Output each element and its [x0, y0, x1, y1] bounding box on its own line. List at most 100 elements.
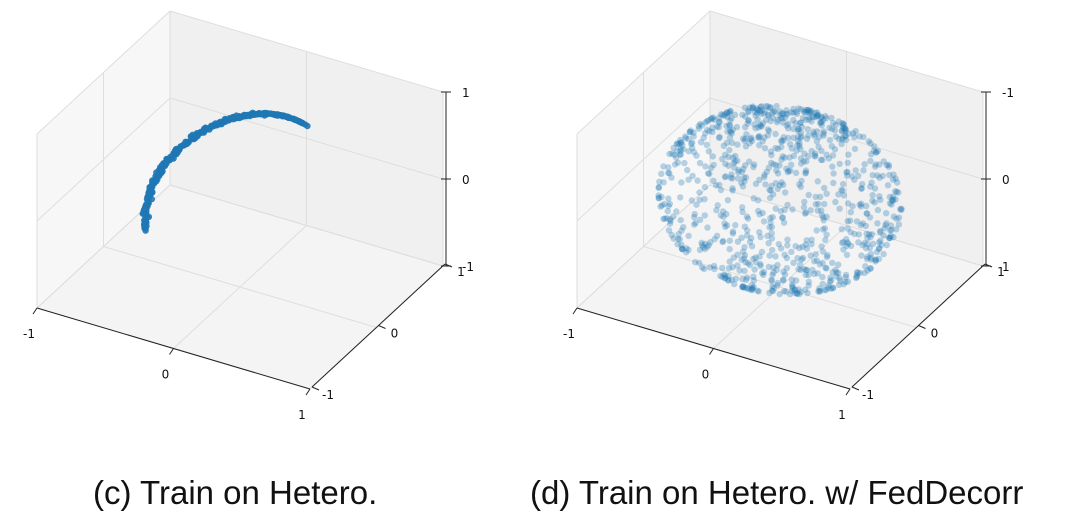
data-point	[768, 235, 776, 242]
data-point	[885, 161, 892, 169]
data-point	[888, 226, 895, 233]
data-point	[750, 163, 757, 171]
data-point	[789, 284, 796, 291]
data-point	[719, 112, 726, 119]
data-point	[789, 206, 796, 213]
data-point	[886, 193, 894, 201]
data-point	[811, 132, 818, 140]
data-point	[835, 135, 843, 143]
data-point	[875, 239, 883, 246]
data-point	[794, 142, 801, 149]
data-point	[838, 186, 845, 194]
data-point	[783, 165, 790, 172]
data-point	[877, 237, 884, 244]
data-point	[733, 123, 741, 131]
data-point	[892, 196, 899, 203]
data-point	[721, 112, 729, 119]
data-point	[713, 123, 721, 130]
data-point	[879, 172, 886, 180]
data-point	[895, 214, 903, 221]
data-point	[802, 169, 809, 176]
data-point	[705, 148, 712, 155]
data-point	[707, 115, 715, 123]
data-point	[843, 169, 850, 176]
data-point	[893, 215, 900, 222]
data-point	[767, 219, 774, 226]
data-point	[725, 277, 732, 284]
data-point	[840, 180, 847, 188]
data-point	[794, 137, 802, 144]
data-point	[766, 194, 774, 202]
data-point	[845, 240, 852, 247]
data-point	[719, 237, 727, 245]
x-tick-label: -1	[563, 327, 575, 341]
data-point	[778, 114, 785, 122]
data-point	[750, 195, 757, 202]
data-point	[845, 130, 852, 137]
data-point	[655, 195, 663, 202]
data-point	[734, 251, 741, 258]
data-point	[885, 163, 892, 170]
data-point	[693, 201, 700, 208]
data-point	[755, 288, 762, 295]
data-point	[890, 196, 897, 203]
data-point	[818, 243, 825, 250]
data-point	[793, 277, 800, 284]
data-point	[731, 280, 738, 288]
data-point	[858, 252, 865, 259]
data-point	[784, 236, 791, 243]
data-point	[788, 161, 795, 168]
data-point	[812, 201, 819, 208]
data-point	[811, 258, 818, 265]
data-point	[807, 207, 814, 214]
data-point	[844, 218, 851, 225]
data-point	[739, 283, 746, 290]
data-point	[818, 114, 825, 121]
data-point	[716, 181, 723, 189]
data-point	[756, 176, 763, 183]
data-point	[828, 277, 835, 284]
data-point	[762, 103, 770, 110]
data-point	[759, 209, 766, 217]
data-point	[827, 274, 834, 281]
data-point	[779, 153, 786, 160]
data-point	[864, 253, 871, 260]
data-point	[769, 213, 776, 221]
data-point	[694, 177, 701, 184]
data-point	[655, 194, 662, 201]
data-point	[716, 133, 723, 141]
data-point	[825, 282, 832, 289]
data-point	[803, 245, 811, 252]
data-point	[679, 246, 686, 253]
data-point	[842, 125, 849, 132]
data-point	[760, 218, 768, 225]
data-point	[872, 258, 879, 265]
z-tick-label: 1	[462, 86, 470, 100]
data-point	[804, 126, 811, 133]
data-point	[799, 114, 807, 122]
data-point	[723, 210, 730, 218]
data-point	[711, 116, 718, 123]
data-point	[703, 141, 710, 148]
data-point	[886, 234, 893, 241]
data-point	[667, 217, 674, 225]
data-point	[748, 134, 755, 141]
data-point	[871, 185, 879, 192]
data-point	[838, 239, 846, 247]
data-point	[780, 276, 787, 283]
data-point	[788, 145, 795, 152]
data-point	[738, 168, 746, 176]
data-point	[757, 122, 764, 130]
data-point	[734, 141, 741, 148]
data-point	[796, 140, 803, 147]
data-point	[786, 154, 793, 161]
data-point	[745, 117, 752, 125]
data-point	[875, 255, 883, 263]
data-point	[821, 286, 828, 294]
data-point	[827, 285, 834, 292]
data-point	[716, 118, 723, 126]
data-point	[746, 140, 753, 147]
data-point	[680, 146, 687, 153]
data-point	[808, 118, 815, 125]
data-point	[819, 259, 826, 267]
